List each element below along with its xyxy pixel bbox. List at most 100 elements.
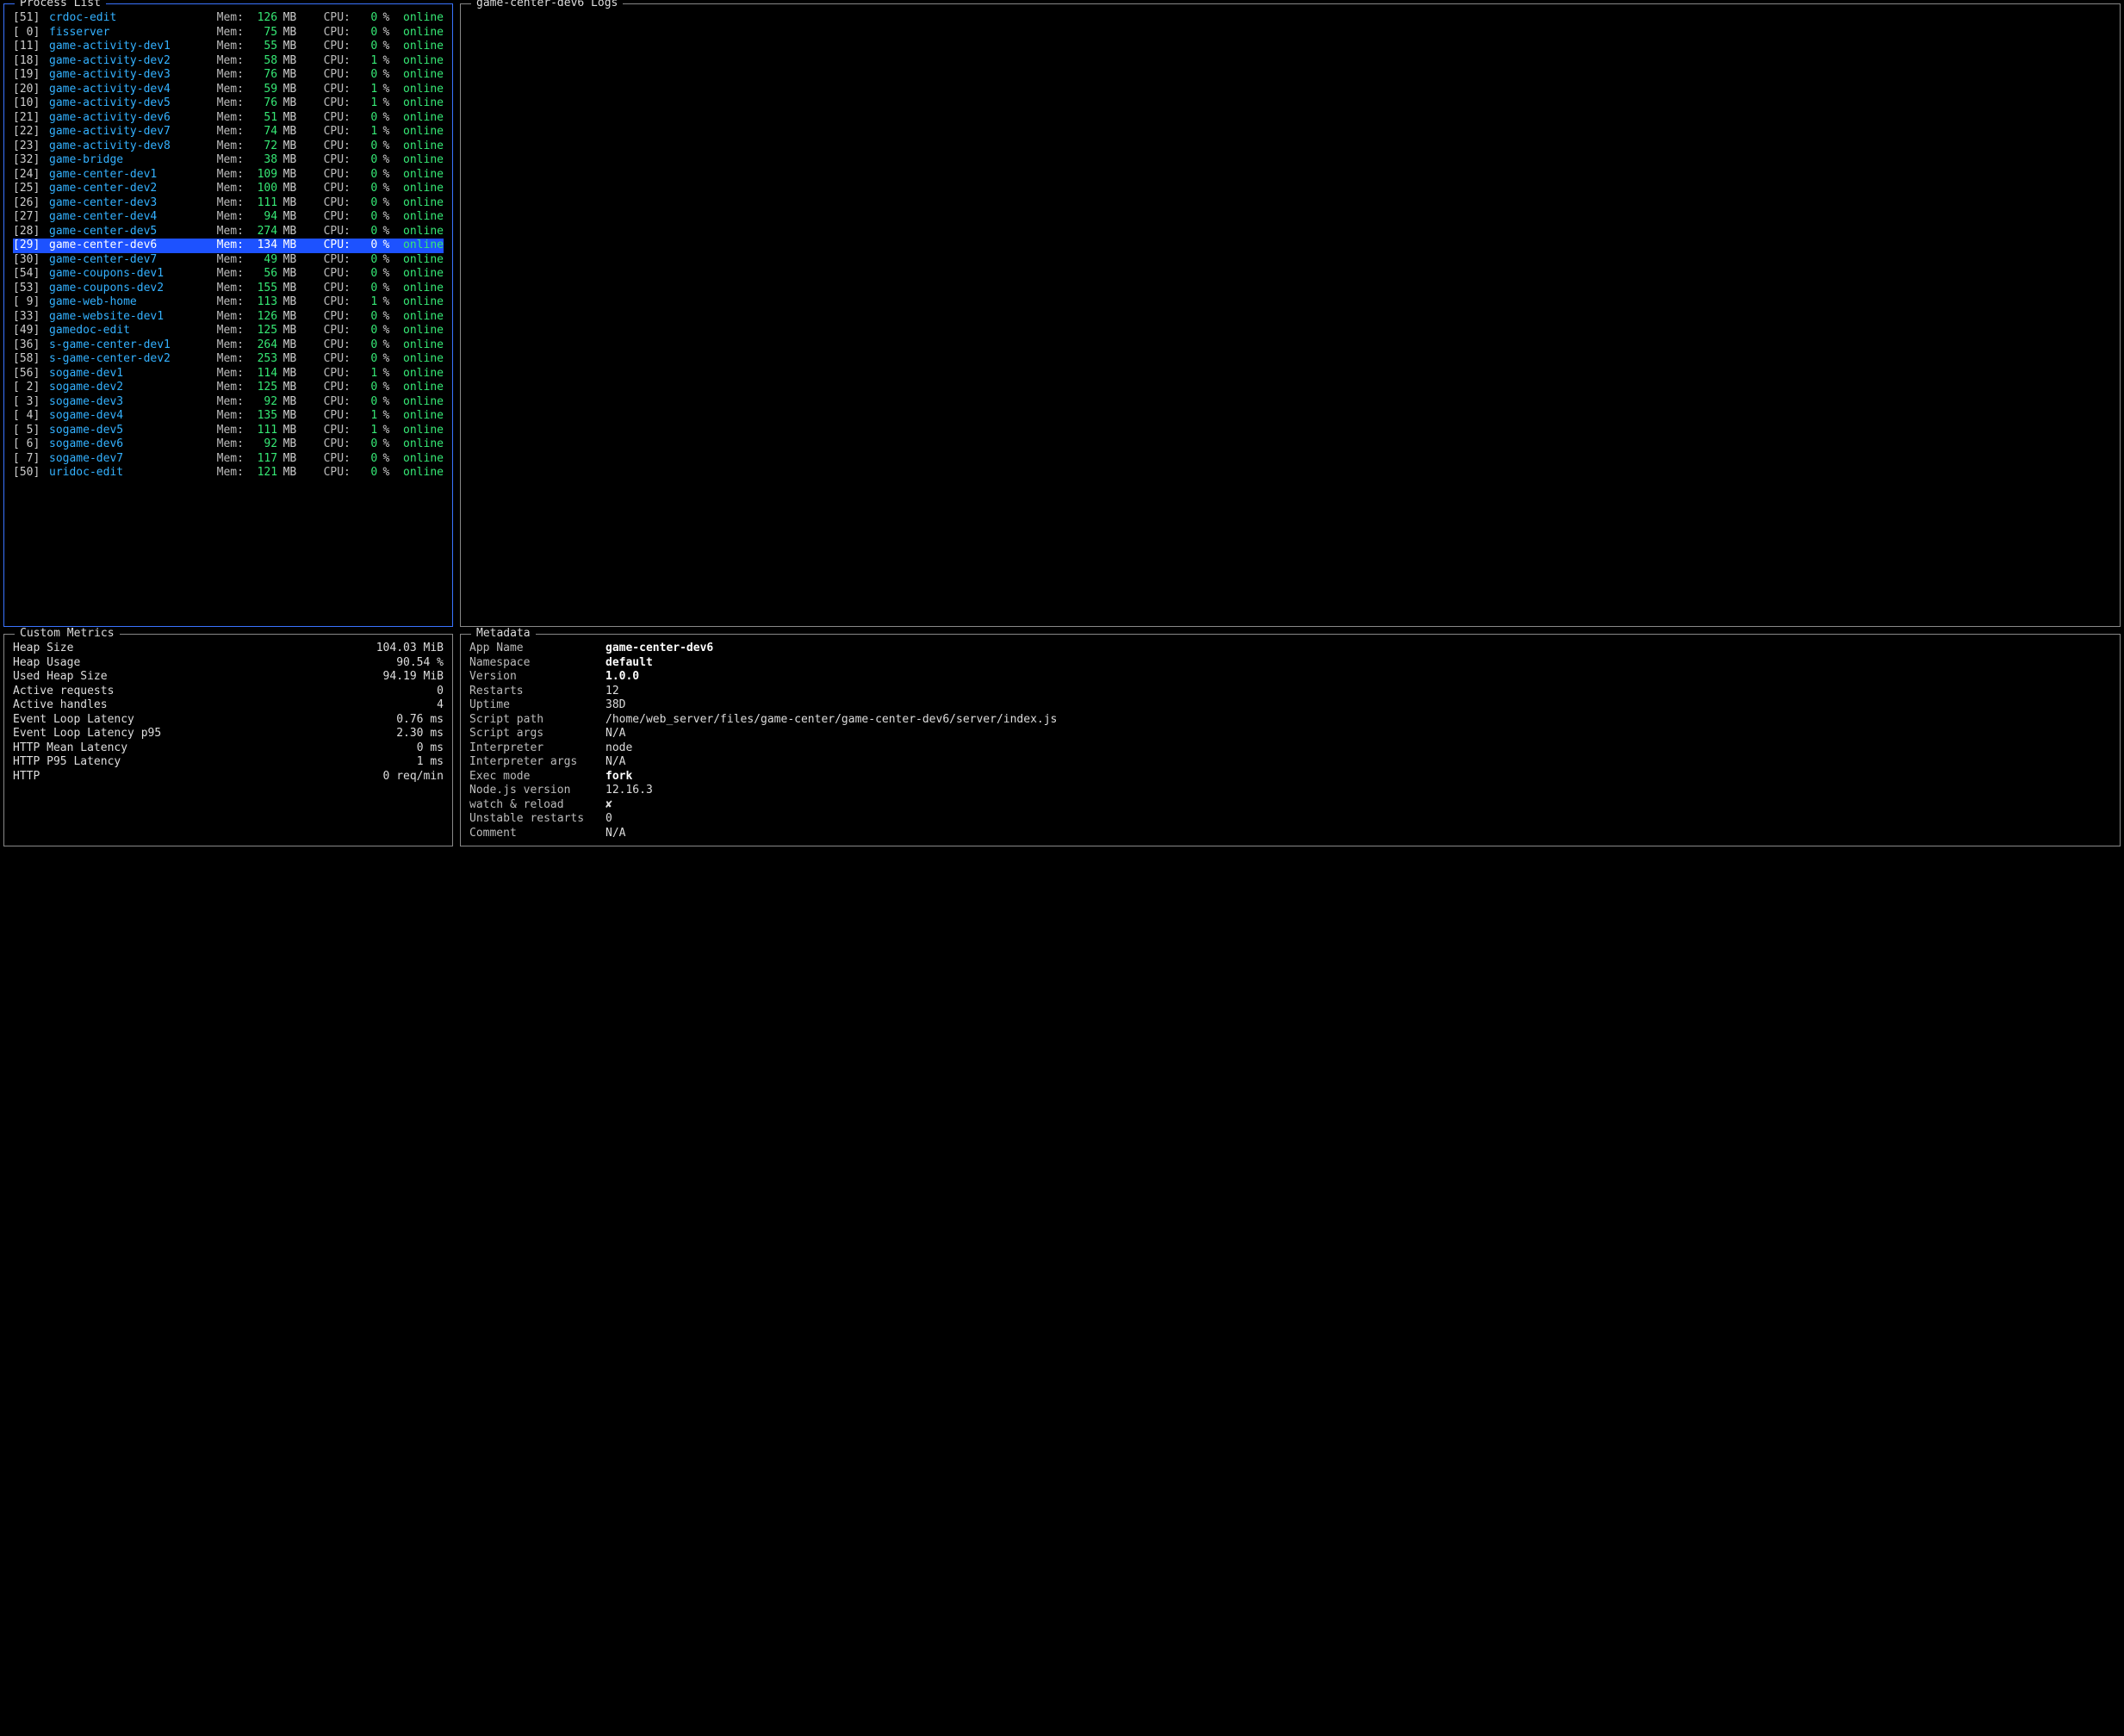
process-row[interactable]: [51]crdoc-editMem: 126 MB CPU: 0 % onlin… <box>13 11 444 26</box>
process-row[interactable]: [33]game-website-dev1Mem: 126 MB CPU: 0 … <box>13 310 444 325</box>
cpu-label: CPU: <box>324 324 357 338</box>
process-name: game-web-home <box>49 295 217 310</box>
cpu-label: CPU: <box>324 83 357 97</box>
mem-label: Mem: <box>217 11 251 26</box>
mem-value: 125 <box>251 324 276 338</box>
cpu-unit: % <box>376 338 403 353</box>
process-row[interactable]: [11]game-activity-dev1Mem: 55 MB CPU: 0 … <box>13 40 444 54</box>
metadata-row: Restarts12 <box>469 685 2111 699</box>
process-id: [27] <box>13 210 49 225</box>
process-name: sogame-dev7 <box>49 452 217 467</box>
cpu-value: 0 <box>357 182 376 196</box>
process-row[interactable]: [21]game-activity-dev6Mem: 51 MB CPU: 0 … <box>13 111 444 126</box>
cpu-label: CPU: <box>324 26 357 40</box>
process-row[interactable]: [ 9]game-web-homeMem: 113 MB CPU: 1 % on… <box>13 295 444 310</box>
process-row[interactable]: [54]game-coupons-dev1Mem: 56 MB CPU: 0 %… <box>13 267 444 282</box>
cpu-value: 1 <box>357 409 376 424</box>
process-name: game-activity-dev5 <box>49 96 217 111</box>
process-row[interactable]: [19]game-activity-dev3Mem: 76 MB CPU: 0 … <box>13 68 444 83</box>
process-row[interactable]: [22]game-activity-dev7Mem: 74 MB CPU: 1 … <box>13 125 444 140</box>
process-id: [36] <box>13 338 49 353</box>
metrics-list: Heap Size104.03 MiBHeap Usage90.54 %Used… <box>13 642 444 784</box>
metadata-row: Script argsN/A <box>469 727 2111 741</box>
cpu-label: CPU: <box>324 168 357 183</box>
mem-unit: MB <box>276 168 324 183</box>
cpu-unit: % <box>376 196 403 211</box>
cpu-label: CPU: <box>324 210 357 225</box>
process-row[interactable]: [ 7]sogame-dev7Mem: 117 MB CPU: 0 % onli… <box>13 452 444 467</box>
cpu-label: CPU: <box>324 140 357 154</box>
mem-value: 94 <box>251 210 276 225</box>
process-name: game-center-dev5 <box>49 225 217 239</box>
process-row[interactable]: [ 5]sogame-dev5Mem: 111 MB CPU: 1 % onli… <box>13 424 444 438</box>
mem-unit: MB <box>276 267 324 282</box>
process-row[interactable]: [58]s-game-center-dev2Mem: 253 MB CPU: 0… <box>13 352 444 367</box>
metadata-value: N/A <box>606 827 625 841</box>
process-row[interactable]: [ 0]fisserverMem: 75 MB CPU: 0 % online <box>13 26 444 40</box>
cpu-unit: % <box>376 68 403 83</box>
mem-label: Mem: <box>217 68 251 83</box>
metric-key: HTTP Mean Latency <box>13 741 127 756</box>
process-name: game-bridge <box>49 153 217 168</box>
cpu-value: 1 <box>357 125 376 140</box>
process-list[interactable]: [51]crdoc-editMem: 126 MB CPU: 0 % onlin… <box>13 11 444 480</box>
process-row[interactable]: [ 4]sogame-dev4Mem: 135 MB CPU: 1 % onli… <box>13 409 444 424</box>
process-row[interactable]: [ 3]sogame-dev3Mem: 92 MB CPU: 0 % onlin… <box>13 395 444 410</box>
process-status: online <box>403 424 444 438</box>
process-id: [ 2] <box>13 381 49 395</box>
cpu-value: 1 <box>357 295 376 310</box>
metadata-key: Interpreter args <box>469 755 606 770</box>
logs-body[interactable] <box>469 11 2111 621</box>
process-row[interactable]: [26]game-center-dev3Mem: 111 MB CPU: 0 %… <box>13 196 444 211</box>
metric-key: Event Loop Latency <box>13 713 134 728</box>
mem-label: Mem: <box>217 452 251 467</box>
metric-value: 0 req/min <box>383 770 444 784</box>
metadata-row: Namespacedefault <box>469 656 2111 671</box>
metadata-row: Node.js version12.16.3 <box>469 784 2111 798</box>
process-row[interactable]: [29]game-center-dev6Mem: 134 MB CPU: 0 %… <box>13 239 444 253</box>
mem-label: Mem: <box>217 182 251 196</box>
process-row[interactable]: [53]game-coupons-dev2Mem: 155 MB CPU: 0 … <box>13 282 444 296</box>
process-row[interactable]: [20]game-activity-dev4Mem: 59 MB CPU: 1 … <box>13 83 444 97</box>
mem-label: Mem: <box>217 26 251 40</box>
process-row[interactable]: [24]game-center-dev1Mem: 109 MB CPU: 0 %… <box>13 168 444 183</box>
metric-row: HTTP P95 Latency1 ms <box>13 755 444 770</box>
cpu-label: CPU: <box>324 267 357 282</box>
process-row[interactable]: [49]gamedoc-editMem: 125 MB CPU: 0 % onl… <box>13 324 444 338</box>
process-row[interactable]: [56]sogame-dev1Mem: 114 MB CPU: 1 % onli… <box>13 367 444 381</box>
metadata-value: fork <box>606 770 632 784</box>
process-row[interactable]: [32]game-bridgeMem: 38 MB CPU: 0 % onlin… <box>13 153 444 168</box>
mem-unit: MB <box>276 282 324 296</box>
process-row[interactable]: [ 2]sogame-dev2Mem: 125 MB CPU: 0 % onli… <box>13 381 444 395</box>
process-id: [21] <box>13 111 49 126</box>
process-name: game-center-dev4 <box>49 210 217 225</box>
process-row[interactable]: [18]game-activity-dev2Mem: 58 MB CPU: 1 … <box>13 54 444 69</box>
cpu-value: 0 <box>357 140 376 154</box>
process-status: online <box>403 310 444 325</box>
metadata-value: 12.16.3 <box>606 784 653 798</box>
process-row[interactable]: [ 6]sogame-dev6Mem: 92 MB CPU: 0 % onlin… <box>13 437 444 452</box>
process-row[interactable]: [36]s-game-center-dev1Mem: 264 MB CPU: 0… <box>13 338 444 353</box>
process-row[interactable]: [25]game-center-dev2Mem: 100 MB CPU: 0 %… <box>13 182 444 196</box>
process-id: [11] <box>13 40 49 54</box>
process-status: online <box>403 437 444 452</box>
cpu-value: 0 <box>357 168 376 183</box>
process-row[interactable]: [30]game-center-dev7Mem: 49 MB CPU: 0 % … <box>13 253 444 268</box>
cpu-value: 0 <box>357 338 376 353</box>
process-row[interactable]: [27]game-center-dev4Mem: 94 MB CPU: 0 % … <box>13 210 444 225</box>
metadata-panel: Metadata App Namegame-center-dev6Namespa… <box>460 634 2121 846</box>
process-name: sogame-dev2 <box>49 381 217 395</box>
metadata-row: Script path/home/web_server/files/game-c… <box>469 713 2111 728</box>
cpu-value: 0 <box>357 395 376 410</box>
process-row[interactable]: [50]uridoc-editMem: 121 MB CPU: 0 % onli… <box>13 466 444 480</box>
process-status: online <box>403 466 444 480</box>
process-row[interactable]: [28]game-center-dev5Mem: 274 MB CPU: 0 %… <box>13 225 444 239</box>
process-row[interactable]: [10]game-activity-dev5Mem: 76 MB CPU: 1 … <box>13 96 444 111</box>
cpu-unit: % <box>376 295 403 310</box>
cpu-value: 0 <box>357 267 376 282</box>
mem-unit: MB <box>276 381 324 395</box>
cpu-value: 1 <box>357 367 376 381</box>
process-row[interactable]: [23]game-activity-dev8Mem: 72 MB CPU: 0 … <box>13 140 444 154</box>
process-id: [18] <box>13 54 49 69</box>
mem-unit: MB <box>276 225 324 239</box>
